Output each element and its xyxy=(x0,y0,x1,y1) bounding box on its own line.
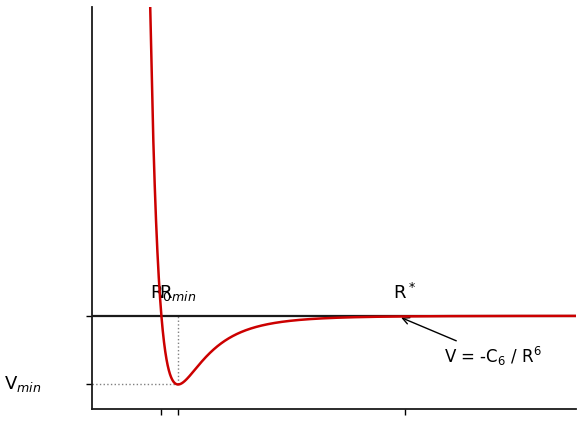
Text: V = -C$_6$ / R$^6$: V = -C$_6$ / R$^6$ xyxy=(402,318,542,368)
Text: V$_{min}$: V$_{min}$ xyxy=(3,374,41,394)
Text: R$^*$: R$^*$ xyxy=(393,283,416,304)
Text: R$_0$: R$_0$ xyxy=(150,283,173,304)
Text: R$_{min}$: R$_{min}$ xyxy=(159,283,197,304)
